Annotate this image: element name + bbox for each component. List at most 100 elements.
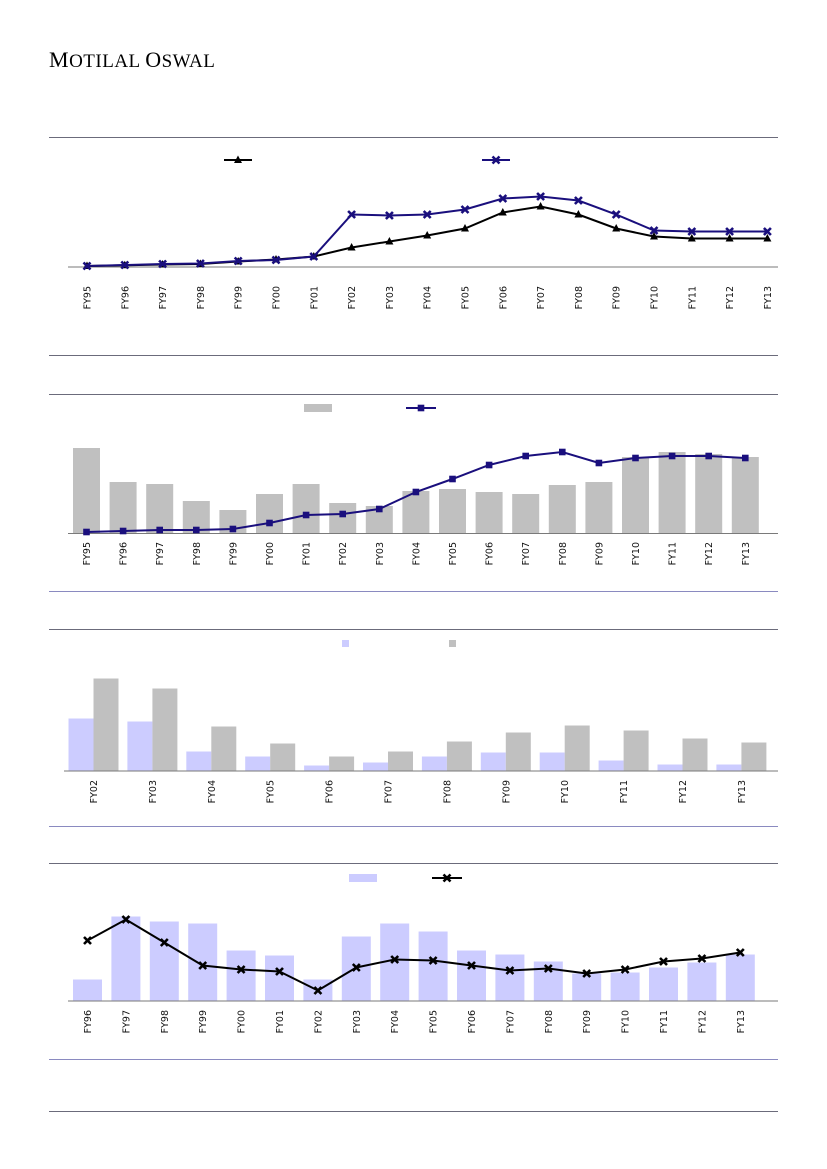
chart1-legend-series2-marker-core xyxy=(494,158,498,162)
chart2-bar-2 xyxy=(146,484,174,533)
chart3-bar-s1-1 xyxy=(127,721,153,771)
chart2-xtick-FY11: FY11 xyxy=(668,542,679,565)
chart4-xtick-FY04: FY04 xyxy=(390,1010,401,1033)
chart1-series2-point-6-core xyxy=(311,254,316,259)
chart1-series1-point-9 xyxy=(423,231,432,239)
chart4-xtick-FY11: FY11 xyxy=(659,1010,670,1033)
chart2-point-0 xyxy=(83,528,90,536)
chart4-point-7-core xyxy=(354,965,359,970)
brand-logo: MOTILAL OSWAL xyxy=(49,47,216,72)
chart3-bar-s1-11 xyxy=(716,764,742,771)
chart1-series2-point-1-core xyxy=(122,263,127,267)
chart1-series2-point-8-core xyxy=(387,213,392,218)
chart2-bar-5 xyxy=(256,494,283,533)
chart1-xtick-FY02: FY02 xyxy=(347,286,358,309)
chart2-xtick-FY03: FY03 xyxy=(375,542,386,565)
chart2-bar-1 xyxy=(109,482,137,533)
chart3-bar-s2-9 xyxy=(623,730,649,771)
chart1-xtick-FY05: FY05 xyxy=(461,286,472,309)
chart3-bar-s2-7 xyxy=(505,732,531,771)
chart4-point-4-core xyxy=(239,967,244,972)
chart2-point-4 xyxy=(229,525,237,533)
chart2-point-15 xyxy=(632,454,639,462)
chart2-xtick-FY00: FY00 xyxy=(265,542,276,565)
chart4-point-8-core xyxy=(392,957,397,962)
chart1-xtick-FY09: FY09 xyxy=(612,286,623,309)
chart1-xtick-FY97: FY97 xyxy=(158,286,169,309)
chart3-bar-s1-3 xyxy=(245,756,271,771)
chart1-series2-point-0-core xyxy=(85,264,89,268)
chart3-bar-s2-2 xyxy=(211,726,237,771)
chart4-bar-17 xyxy=(725,954,755,1001)
chart1-series1-point-18 xyxy=(763,234,772,242)
chart2-bar-18 xyxy=(731,457,759,533)
chart2-xtick-FY97: FY97 xyxy=(155,542,166,565)
chart2-xtick-FY04: FY04 xyxy=(411,542,422,565)
chart1-series1-point-14 xyxy=(612,224,621,232)
chart2-xtick-FY09: FY09 xyxy=(594,542,605,565)
chart4-line xyxy=(87,918,741,992)
chart1-series1-point-10 xyxy=(461,224,469,232)
chart1-legend-series1-marker xyxy=(234,155,242,163)
chart2-point-1 xyxy=(119,527,127,535)
chart3-bar-s1-5 xyxy=(363,762,388,771)
chart2-bar-15 xyxy=(622,457,649,533)
chart4-point-10-core xyxy=(469,963,474,968)
chart2-bar-13 xyxy=(548,485,576,533)
chart1-series2-point-7-core xyxy=(349,212,354,217)
chart4-bar-11 xyxy=(495,954,525,1001)
chart2-xtick-FY95: FY95 xyxy=(82,542,93,565)
chart2-bottom-rule xyxy=(49,591,778,592)
chart3-bar-s2-5 xyxy=(388,751,413,771)
chart1-series2-point-5-core xyxy=(274,258,278,262)
chart3-top-rule xyxy=(49,629,778,630)
chart3-xtick-FY10: FY10 xyxy=(560,780,571,803)
chart4-xtick-FY10: FY10 xyxy=(621,1010,632,1033)
chart2-xtick-FY96: FY96 xyxy=(119,542,130,565)
chart3-xtick-FY12: FY12 xyxy=(678,780,689,803)
chart1-series1-point-11 xyxy=(498,208,507,216)
chart1-series1-point-16 xyxy=(687,234,696,242)
chart1-series2-point-11-core xyxy=(500,196,505,201)
chart2-bar-17 xyxy=(695,454,723,533)
chart4-xtick-FY07: FY07 xyxy=(505,1010,516,1033)
chart2-bar-12 xyxy=(512,494,540,533)
chart1-series1-point-7 xyxy=(347,243,356,251)
chart3-bar-s1-9 xyxy=(598,760,624,771)
chart4-top-rule xyxy=(49,863,778,864)
chart3-bar-s2-11 xyxy=(741,742,767,771)
chart2-point-11 xyxy=(485,461,493,469)
chart2-point-17 xyxy=(705,452,712,460)
chart3-legend-swatch2 xyxy=(449,640,456,647)
chart2-point-10 xyxy=(449,475,456,483)
chart2-bar-10 xyxy=(439,489,466,533)
chart4-xtick-FY03: FY03 xyxy=(352,1010,363,1033)
chart1-xtick-FY08: FY08 xyxy=(574,286,585,309)
chart4-bar-5 xyxy=(265,955,294,1001)
chart2-xtick-FY13: FY13 xyxy=(741,542,752,565)
chart1-series1-point-12 xyxy=(536,202,545,210)
chart1-xtick-FY96: FY96 xyxy=(120,286,131,309)
chart4-bar-1 xyxy=(111,916,141,1001)
chart2-xtick-FY12: FY12 xyxy=(704,542,715,565)
chart3-xtick-FY03: FY03 xyxy=(148,780,159,803)
chart1-xtick-FY06: FY06 xyxy=(498,286,509,309)
chart1-top-rule xyxy=(49,137,778,138)
chart2-xtick-FY06: FY06 xyxy=(485,542,496,565)
chart1-xtick-FY99: FY99 xyxy=(234,286,245,309)
chart4-bar-16 xyxy=(687,962,717,1001)
chart3-bar-s1-8 xyxy=(539,752,565,771)
chart2-point-7 xyxy=(339,510,346,518)
chart2-point-12 xyxy=(522,452,529,460)
chart4-xtick-FY96: FY96 xyxy=(83,1010,94,1033)
chart2-xtick-FY98: FY98 xyxy=(192,542,203,565)
chart1-xtick-FY13: FY13 xyxy=(763,286,774,309)
chart4-bar-2 xyxy=(149,921,179,1001)
chart2-point-6 xyxy=(302,511,310,519)
chart4-point-0-core xyxy=(85,938,90,943)
chart2-bar-7 xyxy=(329,503,357,533)
chart2-point-3 xyxy=(193,526,200,534)
chart1-xtick-FY04: FY04 xyxy=(423,286,434,309)
chart4-xtick-FY09: FY09 xyxy=(582,1010,593,1033)
